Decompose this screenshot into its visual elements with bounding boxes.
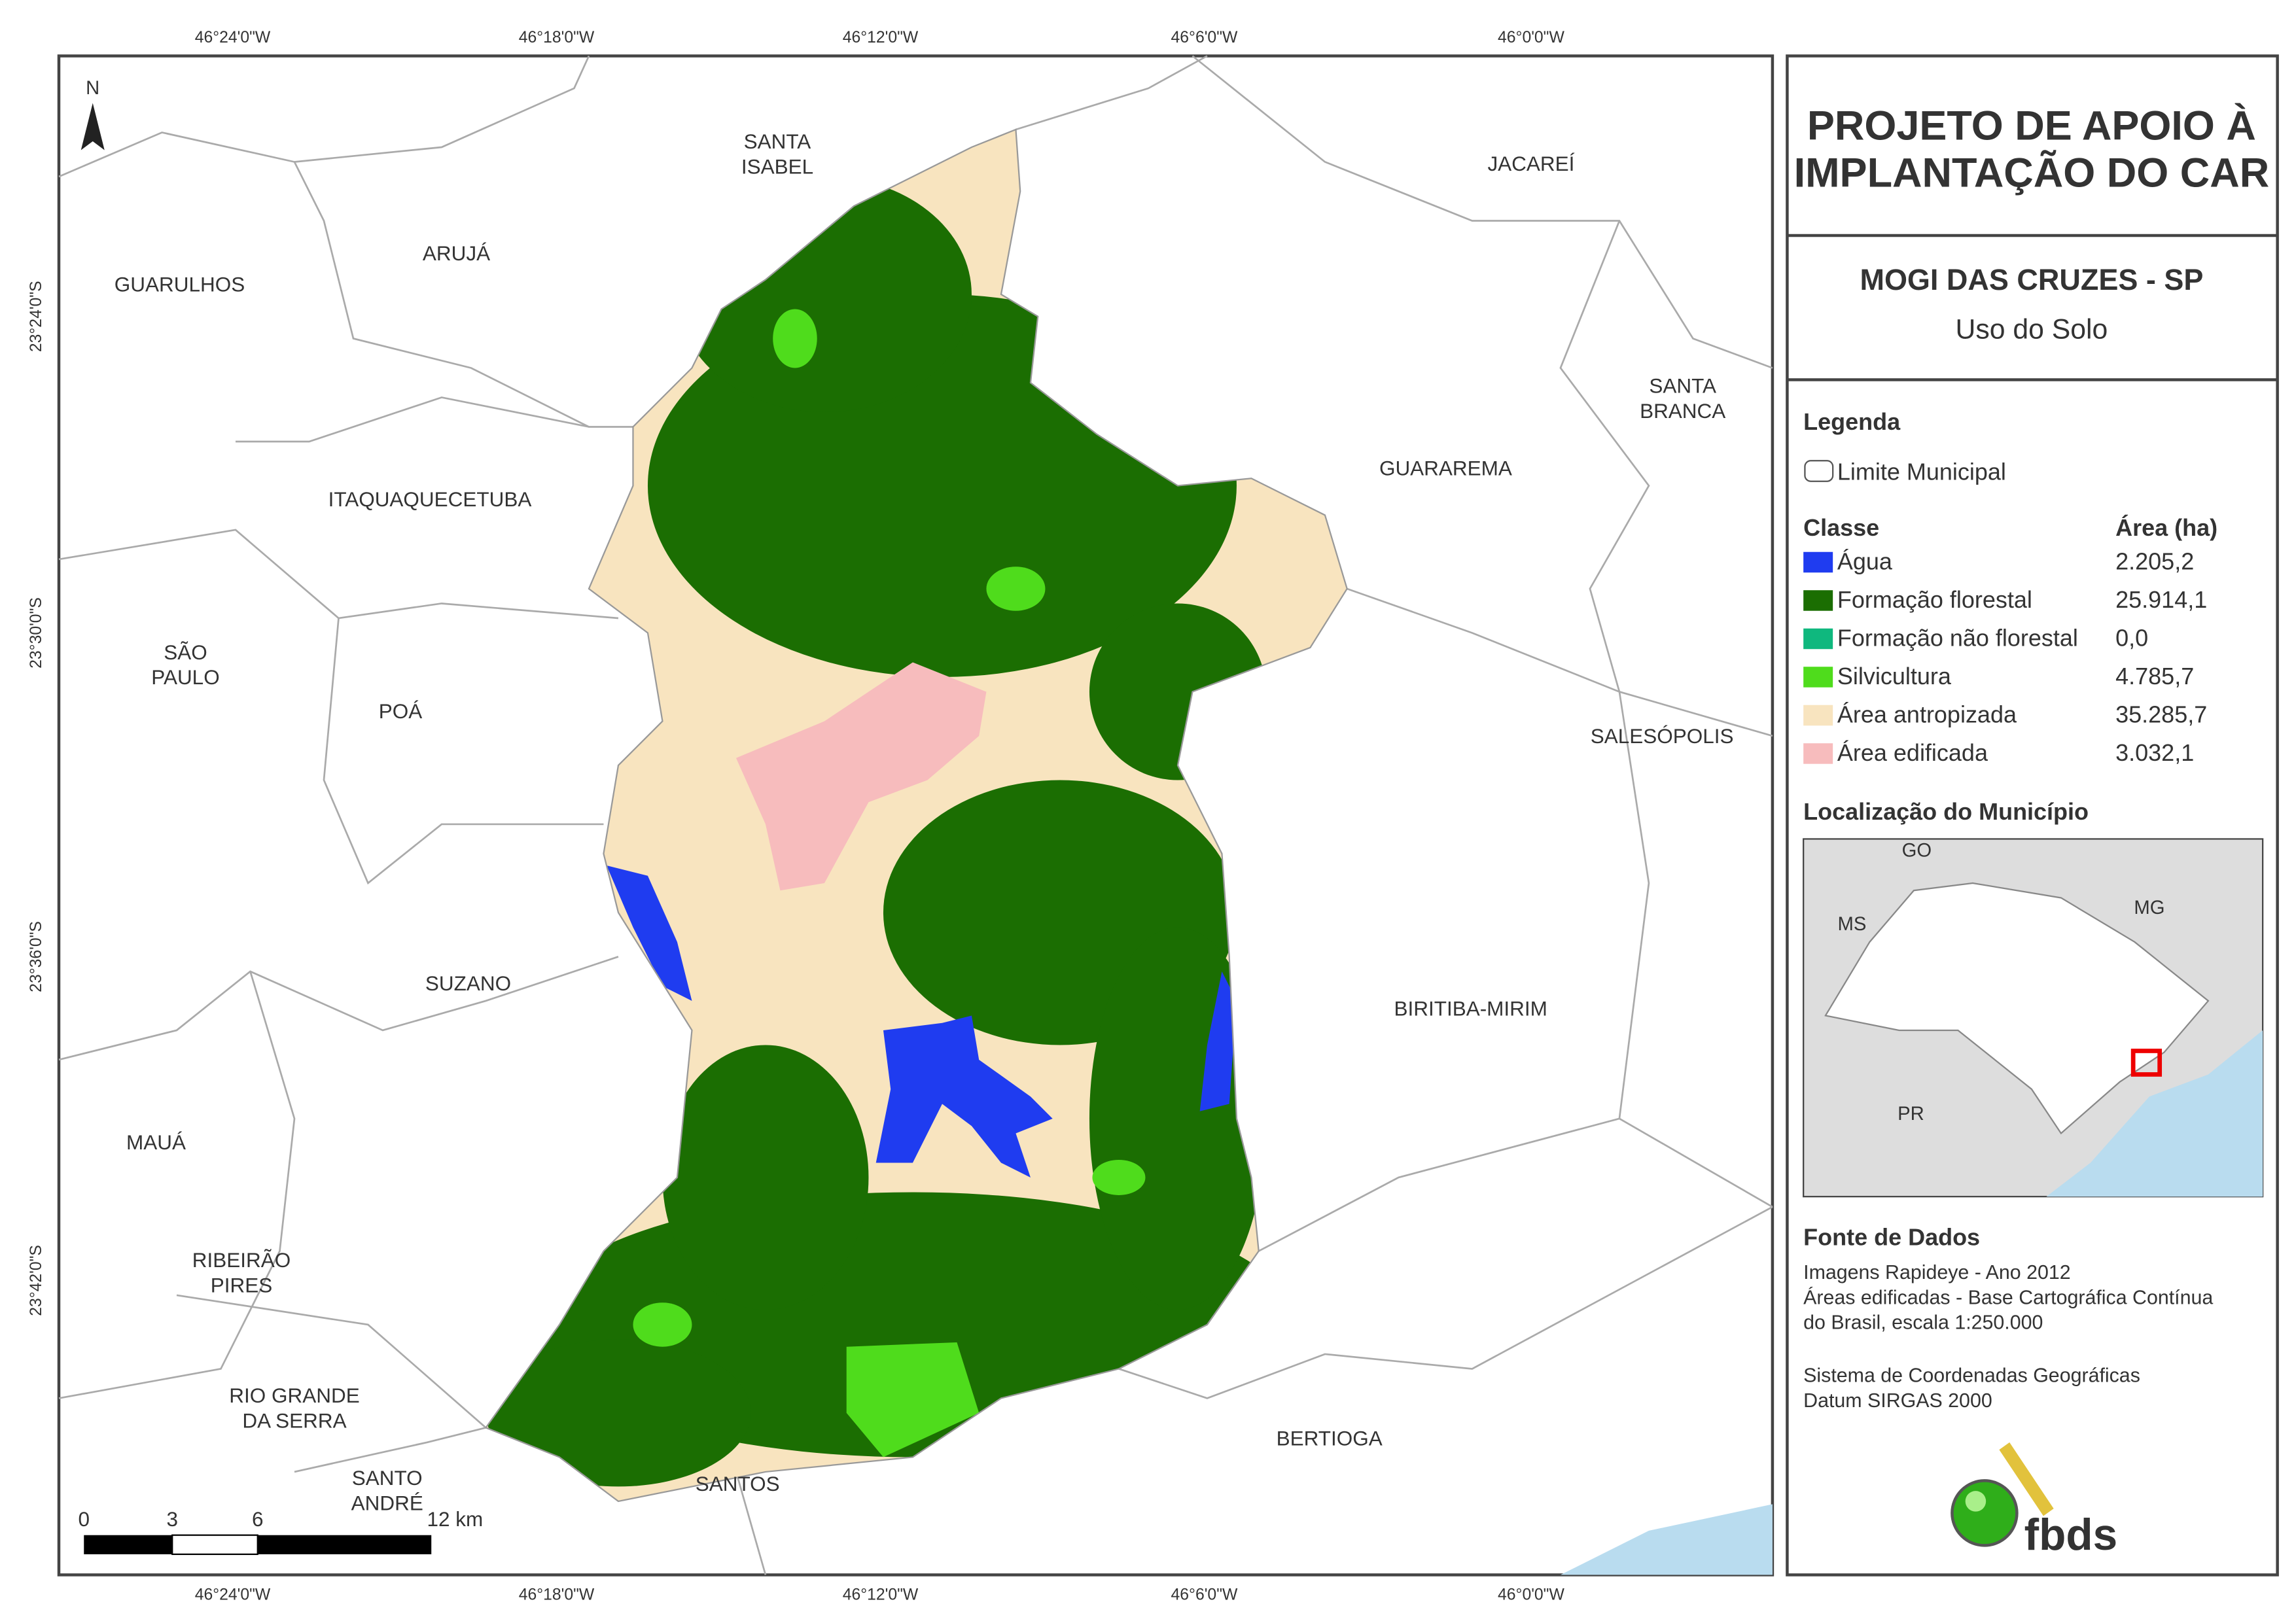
source-line: do Brasil, escala 1:250.000 [1803,1312,2043,1334]
inset-label: MS [1837,914,1866,935]
legend-swatch [1803,628,1833,650]
legend-area: 4.785,7 [2115,663,2194,689]
legend-label: Área edificada [1837,739,1988,766]
place-label: BERTIOGA [1277,1426,1383,1450]
panel [1786,54,2279,1577]
location-title: Localização do Município [1803,798,2089,825]
legend-swatch [1803,590,1833,611]
coord-y: 23°42'0"S [27,1245,45,1316]
place-label: RIO GRANDE [229,1384,359,1407]
coord-x: 46°12'0"W [843,1586,919,1604]
legend-area: 3.032,1 [2115,739,2194,766]
place-label: SANTOS [696,1472,780,1495]
coord-x: 46°12'0"W [843,29,919,46]
scale-bar [84,1534,432,1556]
coord-x: 46°0'0"W [1498,29,1564,46]
legend-title: Legenda [1803,408,1901,435]
legend-swatch [1803,705,1833,726]
place-label: SUZANO [425,971,511,995]
legend-area: 25.914,1 [2115,586,2207,613]
source-line: Áreas edificadas - Base Cartográfica Con… [1803,1287,2213,1308]
place-label: ITAQUAQUECETUBA [328,487,532,511]
scale-label: 12 km [427,1507,483,1531]
source-line: Imagens Rapideye - Ano 2012 [1803,1262,2070,1283]
source-line: Sistema de Coordenadas Geográficas [1803,1365,2140,1387]
ocean [1560,1504,1773,1575]
place-label: SÃO [164,640,207,664]
place-label: RIBEIRÃO [192,1248,291,1272]
place-label: ANDRÉ [351,1491,423,1514]
municipality: MOGI DAS CRUZES - SP [1860,263,2203,296]
legend-label: Água [1837,548,1893,575]
boundary-swatch [1804,460,1834,482]
place-label: SANTA [744,130,811,153]
coord-x: 46°0'0"W [1498,1586,1564,1604]
sources-title: Fonte de Dados [1803,1223,1980,1250]
place-label: BIRITIBA-MIRIM [1394,996,1547,1020]
north-label: N [86,78,99,99]
place-label: PAULO [151,665,219,689]
coord-y: 23°36'0"S [27,921,45,992]
municipality-outline [484,128,1348,1503]
coord-y: 23°24'0"S [27,281,45,352]
class-header: Classe [1803,514,1879,541]
coord-x: 46°18'0"W [519,1586,595,1604]
place-label: MAUÁ [126,1130,186,1154]
boundaries [58,55,1773,1575]
source-line: Datum SIRGAS 2000 [1803,1390,1992,1412]
north-arrow [80,103,105,150]
coord-x: 46°6'0"W [1171,29,1238,46]
coord-x: 46°18'0"W [519,29,595,46]
legend-label: Silvicultura [1837,663,1952,689]
legend-label: Formação não florestal [1837,625,2078,652]
inset-map [1803,838,2264,1198]
place-label: JACAREÍ [1487,152,1574,175]
theme: Uso do Solo [1956,313,2108,345]
place-label: BRANCA [1640,399,1725,423]
place-label: PIRES [211,1273,272,1297]
coord-x: 46°24'0"W [195,29,271,46]
legend-area: 2.205,2 [2115,548,2194,575]
place-label: GUARULHOS [115,272,245,296]
scale-label: 6 [252,1507,264,1531]
legend-label: Formação florestal [1837,586,2032,613]
coord-y: 23°30'0"S [27,597,45,669]
area-header: Área (ha) [2115,514,2217,541]
place-label: GUARAREMA [1379,457,1512,480]
coord-x: 46°6'0"W [1171,1586,1238,1604]
place-label: POÁ [379,699,423,723]
legend-swatch [1803,551,1833,573]
scale-label: 3 [166,1507,178,1531]
coord-x: 46°24'0"W [195,1586,271,1604]
inset-label: PR [1898,1104,1924,1125]
scale-label: 0 [78,1507,90,1531]
place-label: SALESÓPOLIS [1591,724,1734,748]
place-label: DA SERRA [242,1408,346,1432]
place-label: ARUJÁ [423,241,490,265]
inset-label: MG [2134,898,2164,918]
place-label: SANTA [1649,374,1716,398]
place-label: SANTO [352,1466,423,1490]
title-line: PROJETO DE APOIO À [1807,103,2256,149]
legend-swatch [1803,743,1833,764]
legend-label: Área antropizada [1837,701,2017,728]
legend-area: 0,0 [2115,625,2148,652]
legend-swatch [1803,667,1833,688]
boundary-label: Limite Municipal [1837,458,2006,485]
logo-text: fbds [2024,1510,2117,1560]
legend-area: 35.285,7 [2115,701,2207,728]
inset-label: GO [1902,840,1932,861]
logo [1951,1442,2054,1547]
place-label: ISABEL [741,154,813,178]
title-line: IMPLANTAÇÃO DO CAR [1794,150,2270,196]
